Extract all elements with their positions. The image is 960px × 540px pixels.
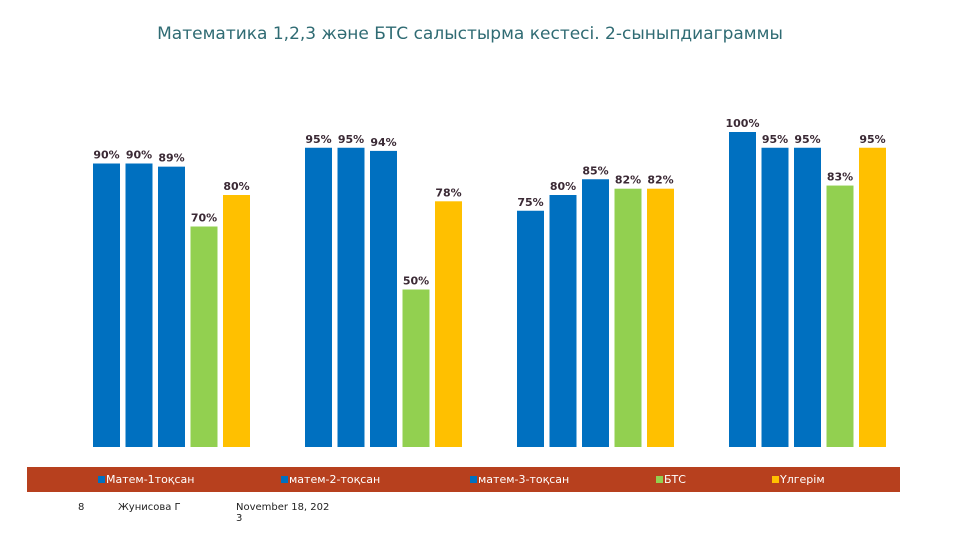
data-label: 95% [794,133,820,146]
bar [859,147,886,447]
legend-item: БТС [656,473,686,486]
data-label: 100% [726,117,760,130]
legend-label: матем-3-тоқсан [478,473,570,486]
bar [794,147,821,447]
bar [305,147,332,447]
data-label: 50% [403,275,429,288]
legend-item: матем-3-тоқсан [470,473,569,486]
bar [190,226,218,447]
bar [125,163,153,447]
chart-title: Математика 1,2,3 және БТС салыстырма кес… [157,24,783,44]
date-line: 3 [236,513,243,524]
bar [517,210,544,447]
legend-item: Матем-1тоқсан [98,473,194,486]
bar [647,188,674,447]
bar [158,166,185,447]
data-label: 90% [126,149,152,162]
data-label: 95% [305,133,331,146]
bar [729,132,756,447]
legend-swatch [98,476,105,483]
bar [435,201,462,447]
data-label: 94% [370,136,396,149]
data-label: 78% [435,186,461,199]
author: Жунисова Г [118,502,181,513]
data-label: 83% [827,171,853,184]
legend-label: матем-2-тоқсан [289,473,381,486]
date-line: November 18, 202 [236,502,330,513]
legend-swatch [281,476,288,483]
legend-label: Үлгерім [780,473,825,486]
bar [337,147,365,447]
data-label: 82% [615,174,641,187]
legend-item: Үлгерім [772,473,825,486]
data-label: 95% [859,133,885,146]
bar [614,188,642,447]
bar [582,179,609,447]
bar-chart: 90% 90% 89% 70% 80% 95% 95% 94% 50% 78% 75% 80% 85% 8… [93,117,886,448]
legend-item: матем-2-тоқсан [281,473,380,486]
legend-swatch [470,476,477,483]
bar [370,150,397,447]
data-label: 89% [158,152,184,165]
bar [93,163,120,447]
legend-swatch [772,476,779,483]
data-label: 90% [93,149,119,162]
data-label: 95% [338,133,364,146]
bar [761,147,789,447]
legend-label: БТС [664,473,686,486]
legend-label: Матем-1тоқсан [106,473,195,486]
data-label: 85% [582,164,608,177]
page-number: 8 [78,502,85,513]
bar [549,195,577,447]
date: November 18, 202 3 [236,502,329,524]
data-label: 80% [223,180,249,193]
data-label: 75% [517,196,543,209]
bar [223,195,250,447]
bar [826,185,854,448]
data-label: 70% [191,212,217,225]
legend-swatch [656,476,663,483]
data-label: 80% [550,180,576,193]
bar [402,289,430,447]
legend: Матем-1тоқсан матем-2-тоқсан матем-3-тоқ… [27,467,900,492]
data-label: 95% [762,133,788,146]
data-label: 82% [647,174,673,187]
